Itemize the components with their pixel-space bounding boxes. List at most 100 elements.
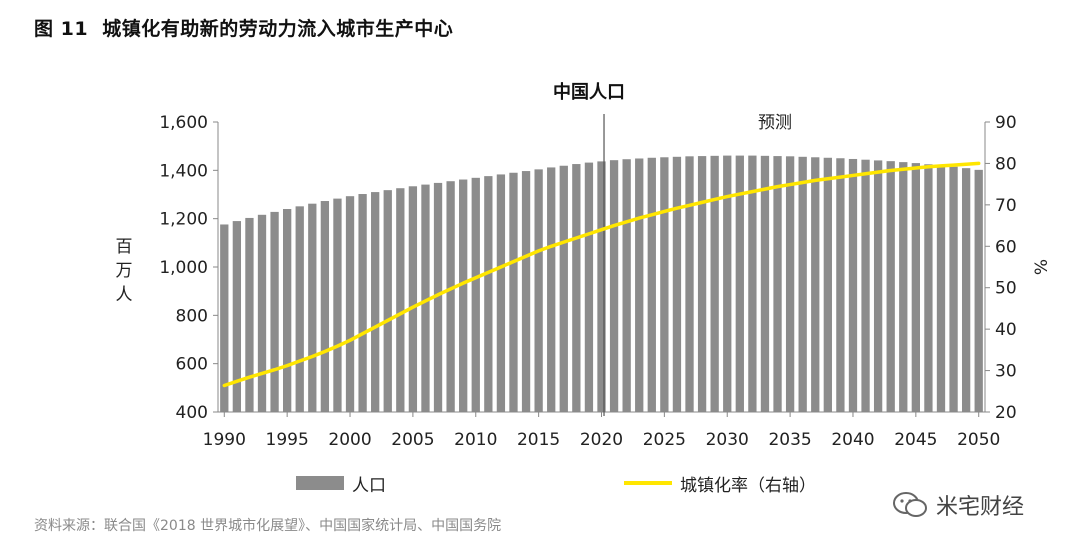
line-series [222,161,981,388]
x-tick-label: 2030 [706,430,749,450]
axes [213,114,990,417]
bar-1995 [283,209,292,412]
x-tick-label: 2010 [454,430,497,450]
left-tick-label: 1,600 [159,113,208,133]
legend-item-population: 人口 [296,471,386,496]
x-tick-label: 2040 [831,430,874,450]
x-tick-label: 2025 [643,430,686,450]
bar-2039 [836,158,845,412]
x-tick-label: 2050 [957,430,1000,450]
bar-2029 [710,155,719,412]
bar-2019 [584,162,594,412]
forecast-label: 预测 [758,113,792,133]
right-tick-label: 90 [995,113,1017,133]
bar-2046 [924,164,933,412]
right-tick-label: 80 [995,154,1017,174]
legend-label-urbanization: 城镇化率（右轴） [680,475,816,496]
bar-2012 [496,174,506,412]
x-tick-label: 2000 [328,430,371,450]
x-tick-label: 2020 [580,430,623,450]
watermark-text: 米宅财经 [936,495,1025,520]
bar-1997 [308,203,317,412]
x-tick-label: 2045 [894,430,937,450]
bar-2016 [547,167,556,412]
bar-2022 [622,159,631,412]
bar-2005 [408,186,418,412]
bar-2009 [459,179,468,412]
left-tick-label: 1,200 [159,210,208,230]
bar-2025 [660,157,669,412]
bar-2003 [383,190,392,412]
bar-2004 [396,188,405,412]
bar-2032 [748,155,757,412]
y-axis-label-char: 人 [116,285,133,305]
tick-labels: 4006008001,0001,2001,4001,60020304050607… [159,113,1016,450]
bar-2035 [785,156,795,412]
y-axis-label-left: 百万人 [116,237,133,305]
x-tick-label: 1995 [266,430,309,450]
bar-2008 [446,181,455,412]
bar-1999 [333,198,342,412]
x-tick-label: 1990 [203,430,246,450]
right-tick-label: 30 [995,362,1017,382]
right-tick-label: 50 [995,279,1017,299]
bar-1993 [257,214,267,412]
left-tick-label: 1,000 [159,258,208,278]
bar-2017 [559,165,568,412]
right-tick-label: 20 [995,403,1017,423]
bar-2000 [345,196,355,412]
bar-1990 [220,224,229,412]
bar-2050 [974,169,983,412]
bar-2020 [597,161,606,412]
bar-2027 [685,156,694,412]
bar-2011 [484,176,493,412]
bar-2040 [848,158,858,412]
y-axis-label-char: 百 [116,237,133,257]
figure-label: 图 11 [34,18,89,40]
bar-2033 [760,155,770,412]
bar-2001 [358,194,367,412]
bar-2047 [936,165,946,412]
source-note: 资料来源：联合国《2018 世界城市化展望》、中国国家统计局、中国国务院 [34,518,502,534]
x-tick-label: 2005 [391,430,434,450]
x-tick-label: 2015 [517,430,560,450]
legend-label-population: 人口 [352,475,386,496]
x-tick-label: 2035 [768,430,811,450]
bar-2037 [811,157,820,412]
bar-2048 [949,166,958,412]
bar-2018 [572,164,581,412]
right-tick-label: 40 [995,320,1017,340]
bar-1994 [270,211,279,412]
y-axis-label-char: 万 [116,261,133,281]
wechat-icon [893,492,927,517]
bar-2021 [609,160,619,412]
left-tick-label: 600 [176,355,208,375]
bar-2010 [471,177,480,412]
legend-swatch-line [624,481,672,485]
bar-2042 [873,160,883,412]
bar-2026 [672,156,682,412]
y-axis-label-right: % [1032,259,1052,275]
bar-2014 [521,171,531,412]
figure-title: 图 11 城镇化有助新的劳动力流入城市生产中心 [34,14,453,41]
bar-1992 [245,217,254,412]
bar-2015 [534,169,543,412]
bar-2044 [899,162,908,412]
bar-2002 [371,192,380,412]
bar-series [220,155,983,412]
bar-2006 [421,184,430,412]
bar-2028 [697,156,707,412]
left-tick-label: 1,400 [159,161,208,181]
bar-2023 [635,158,644,412]
bar-2030 [723,155,732,412]
left-tick-label: 800 [176,306,208,326]
bar-1996 [295,206,304,412]
bar-1998 [320,201,330,412]
bar-2024 [647,157,656,412]
legend-item-urbanization: 城镇化率（右轴） [624,471,816,496]
right-tick-label: 60 [995,237,1017,257]
bar-2007 [433,182,443,412]
left-tick-label: 400 [176,403,208,423]
chart-title: 中国人口 [553,81,625,103]
